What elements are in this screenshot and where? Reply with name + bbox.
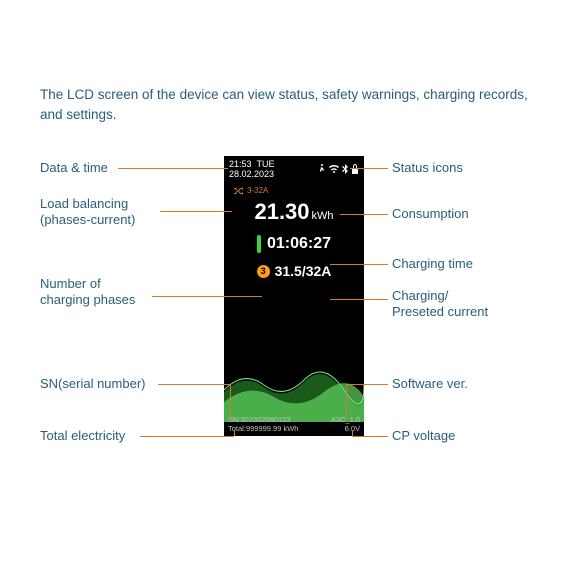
lcd-diagram: 21:53 TUE 28.02.2023 3-32A 21.30kWh 01:0… <box>40 156 548 516</box>
lcd-lb-value: 3-32A <box>247 186 268 195</box>
leader-total-v <box>234 430 235 436</box>
leader-phases <box>152 296 262 297</box>
lcd-wave-graphic <box>224 342 364 422</box>
total-value: 999999.99 kWh <box>246 424 299 433</box>
lcd-bottom-info: SN:302302080123 A3C_1.0 Total:999999.99 … <box>224 415 364 436</box>
label-load-balancing: Load balancing (phases-current) <box>40 196 135 229</box>
leader-ctime <box>330 264 388 265</box>
phase-badge: 3 <box>257 265 270 278</box>
lcd-charging-time: 01:06:27 <box>267 235 331 253</box>
leader-cp-v <box>352 430 353 436</box>
wifi-icon <box>329 165 339 173</box>
leader-lb <box>160 211 232 212</box>
lcd-current: 31.5/32A <box>275 263 332 279</box>
lcd-kwh-value: 21.30 <box>254 199 309 224</box>
leader-sw-h <box>346 384 388 385</box>
lcd-charging-time-row: 01:06:27 <box>224 231 364 261</box>
intro-text: The LCD screen of the device can view st… <box>40 85 548 126</box>
label-cp-voltage: CP voltage <box>392 428 455 444</box>
label-status-icons: Status icons <box>392 160 463 176</box>
label-charging-time: Charging time <box>392 256 473 272</box>
leader-data-time <box>118 168 228 169</box>
run-icon <box>318 164 326 174</box>
lcd-day: TUE <box>257 159 275 169</box>
label-charging-current: Charging/ Preseted current <box>392 288 488 321</box>
bluetooth-icon <box>342 164 348 174</box>
leader-sn-v <box>230 384 231 420</box>
leader-cp-h <box>352 436 388 437</box>
label-total-elec: Total electricity <box>40 428 125 444</box>
leader-consumption <box>340 214 388 215</box>
lcd-load-balancing: 3-32A <box>224 180 364 197</box>
label-software-ver: Software ver. <box>392 376 468 392</box>
sn-value: 302302080123 <box>241 415 291 424</box>
total-label: Total: <box>228 424 246 433</box>
lcd-datetime: 21:53 TUE 28.02.2023 <box>229 159 275 181</box>
lcd-time: 21:53 <box>229 159 252 169</box>
leader-status-icons <box>350 168 388 169</box>
leader-sn-h <box>158 384 230 385</box>
lcd-top-row: 21:53 TUE 28.02.2023 <box>224 156 364 181</box>
lcd-date: 28.02.2023 <box>229 169 275 180</box>
lcd-current-row: 3 31.5/32A <box>224 261 364 287</box>
label-consumption: Consumption <box>392 206 469 222</box>
time-bar-icon <box>257 235 261 253</box>
leader-sw-v <box>346 384 347 420</box>
shuffle-icon <box>234 187 244 195</box>
label-data-time: Data & time <box>40 160 108 176</box>
lcd-status-icons <box>318 164 359 174</box>
leader-total-h <box>140 436 234 437</box>
label-num-phases: Number of charging phases <box>40 276 135 309</box>
lcd-kwh-unit: kWh <box>312 210 334 222</box>
lock-icon <box>351 164 359 174</box>
label-sn: SN(serial number) <box>40 376 145 392</box>
leader-current <box>330 299 388 300</box>
